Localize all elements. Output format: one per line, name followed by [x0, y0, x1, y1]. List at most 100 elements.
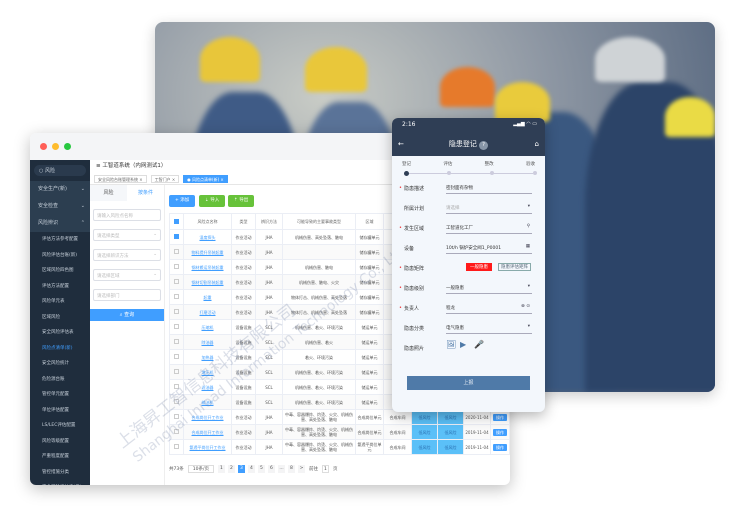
back-arrow-icon[interactable]: ←: [398, 140, 404, 148]
field-suffix-icon[interactable]: ⚲: [526, 224, 530, 229]
sidebar-item[interactable]: 安全风险统计: [42, 361, 69, 366]
sidebar-item[interactable]: 管控措施分类: [42, 469, 69, 475]
field-input[interactable]: 请选择 ▾: [446, 202, 532, 214]
cell-name[interactable]: 输油机: [183, 394, 232, 410]
sidebar-item[interactable]: 管控单元配置: [42, 392, 69, 397]
cell-name[interactable]: 钢材搬运吊装起重: [183, 259, 232, 275]
operate-button[interactable]: 操作: [493, 443, 507, 451]
hamburger-icon[interactable]: ≡: [96, 163, 103, 169]
page-button[interactable]: 1: [217, 465, 225, 473]
minimize-window-button[interactable]: [52, 143, 59, 150]
tab[interactable]: 安全风险台账管理系统 ×: [94, 175, 147, 183]
field-input[interactable]: 10t/h 锅炉安全阀1_P0001 ▦: [446, 242, 532, 254]
field-suffix-icon[interactable]: ▾: [527, 324, 530, 329]
row-checkbox[interactable]: [169, 274, 184, 290]
cell-name[interactable]: 合成岗位开工作业: [183, 409, 232, 425]
page-button[interactable]: 5: [257, 465, 265, 473]
field-input[interactable]: 一般隐患 ▾: [446, 282, 532, 294]
sidebar-item[interactable]: 评估方法参考配置: [42, 237, 78, 242]
field-input[interactable]: 密封面有杂物: [446, 182, 532, 194]
row-checkbox[interactable]: [169, 379, 184, 395]
video-upload-icon[interactable]: ▶: [460, 340, 467, 349]
matrix-level-badge[interactable]: 一般隐患: [466, 263, 492, 271]
page-button[interactable]: >: [297, 465, 305, 473]
row-checkbox[interactable]: [169, 319, 184, 335]
sidebar-item[interactable]: 风险评估台账(新): [42, 252, 78, 258]
tab[interactable]: 工智门户 ×: [150, 175, 180, 183]
goto-page-input[interactable]: 1: [321, 465, 329, 473]
cell-name[interactable]: 除油器: [183, 334, 232, 350]
sidebar-item[interactable]: 单位评估配置: [42, 407, 69, 413]
sidebar-item[interactable]: 严重程度配置: [42, 454, 69, 459]
row-checkbox[interactable]: [169, 349, 184, 365]
query-button[interactable]: ⌕ 查询: [90, 309, 164, 321]
cell-name[interactable]: 增压机: [183, 364, 232, 380]
sidebar-item[interactable]: 区域风险四色图: [42, 268, 74, 273]
cell-name[interactable]: 物料提升吊装起重: [183, 244, 232, 260]
cell-name[interactable]: 氨透平岗位开工作业: [183, 439, 232, 455]
cell-name[interactable]: 打磨活动: [183, 304, 232, 320]
cell-name[interactable]: 湿度探头: [183, 229, 232, 245]
method-select[interactable]: 请选择辨识方法 ⌄: [93, 249, 161, 261]
row-checkbox[interactable]: [169, 334, 184, 350]
field-suffix-icon[interactable]: ▾: [527, 204, 530, 209]
operate-button[interactable]: 操作: [493, 428, 507, 436]
row-checkbox[interactable]: [169, 229, 184, 245]
page-size-select[interactable]: 10条/页: [187, 465, 214, 473]
row-checkbox[interactable]: [169, 259, 184, 275]
field-input[interactable]: 程龙 ⊗ ⊙: [446, 302, 532, 314]
sidebar-group[interactable]: 安全检查 ⌄: [30, 198, 90, 215]
risk-matrix-button[interactable]: 隐患评估矩阵: [498, 263, 531, 271]
row-checkbox[interactable]: [169, 394, 184, 410]
sidebar-item[interactable]: 风险点清单(新): [42, 345, 73, 351]
row-checkbox[interactable]: [169, 304, 184, 320]
field-input[interactable]: 工智道化工厂 ⚲: [446, 222, 532, 234]
row-checkbox[interactable]: [169, 364, 184, 380]
home-icon[interactable]: ⌂: [534, 140, 539, 148]
sidebar-item[interactable]: 危险源台账: [42, 376, 65, 382]
import-button[interactable]: ⇣ 导入: [199, 195, 226, 207]
field-suffix-icon[interactable]: ▦: [525, 244, 530, 249]
image-upload-icon[interactable]: 🖼: [446, 340, 457, 349]
export-button[interactable]: ⇡ 导出: [228, 195, 255, 207]
sidebar-item[interactable]: 安全风险评估表(后): [30, 480, 90, 485]
cell-name[interactable]: 滤油器: [183, 379, 232, 395]
close-window-button[interactable]: [40, 143, 47, 150]
sidebar-item[interactable]: 风险等级配置: [42, 438, 69, 444]
tab[interactable]: ● 风险点清单(新) ×: [183, 175, 228, 183]
maximize-window-button[interactable]: [64, 143, 71, 150]
sidebar-item[interactable]: 评估方法配置: [42, 283, 69, 289]
audio-upload-icon[interactable]: 🎤: [474, 340, 484, 349]
area-select[interactable]: 请选择区域 ⌄: [93, 269, 161, 281]
row-checkbox[interactable]: [169, 409, 184, 425]
help-icon[interactable]: ?: [479, 141, 489, 150]
field-suffix-icon[interactable]: ⊗ ⊙: [521, 304, 530, 309]
filter-tab-conditions[interactable]: 按条件: [127, 185, 164, 201]
add-button[interactable]: + 添加: [169, 195, 196, 207]
sidebar-item[interactable]: 区域风险: [42, 314, 60, 320]
risk-name-input[interactable]: 请输入风险点名称: [93, 209, 161, 221]
submit-button[interactable]: 上报: [407, 376, 530, 390]
row-checkbox[interactable]: [169, 424, 184, 440]
page-button[interactable]: 3: [237, 465, 245, 473]
cell-name[interactable]: 起重: [183, 289, 232, 305]
page-button[interactable]: ...: [277, 465, 285, 473]
type-select[interactable]: 请选择类型 ⌄: [93, 229, 161, 241]
sidebar-item[interactable]: 安全风险评估表: [42, 330, 74, 335]
sidebar-group[interactable]: 风险辨识 ⌃: [30, 215, 90, 232]
sidebar-item[interactable]: 风险单元表: [42, 299, 65, 304]
operate-button[interactable]: 操作: [493, 413, 507, 421]
row-checkbox[interactable]: [169, 439, 184, 455]
page-button[interactable]: 2: [227, 465, 235, 473]
sidebar-group[interactable]: 安全生产(新) ⌄: [30, 181, 90, 198]
field-suffix-icon[interactable]: ▾: [527, 284, 530, 289]
filter-tab-risk[interactable]: 风险: [90, 185, 127, 201]
cell-name[interactable]: 加热器: [183, 349, 232, 365]
cell-name[interactable]: 压缩机: [183, 319, 232, 335]
page-button[interactable]: 8: [287, 465, 295, 473]
row-checkbox[interactable]: [169, 289, 184, 305]
sidebar-search-input[interactable]: ○ 风险: [34, 165, 86, 176]
page-button[interactable]: 4: [247, 465, 255, 473]
department-select[interactable]: 请选择部门: [93, 289, 161, 301]
field-input[interactable]: 电气隐患 ▾: [446, 322, 532, 334]
